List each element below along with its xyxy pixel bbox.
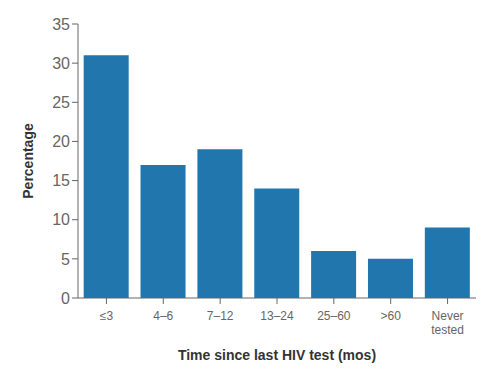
svg-text:35: 35 bbox=[52, 16, 70, 33]
svg-text:5: 5 bbox=[61, 251, 70, 268]
svg-text:Percentage: Percentage bbox=[20, 123, 36, 199]
svg-text:0: 0 bbox=[61, 290, 70, 307]
svg-text:Nevertested: Nevertested bbox=[431, 309, 464, 337]
svg-text:10: 10 bbox=[52, 211, 70, 228]
svg-text:>60: >60 bbox=[381, 309, 402, 323]
svg-text:30: 30 bbox=[52, 55, 70, 72]
svg-text:25: 25 bbox=[52, 94, 70, 111]
svg-text:20: 20 bbox=[52, 133, 70, 150]
svg-text:4–6: 4–6 bbox=[153, 309, 173, 323]
svg-text:15: 15 bbox=[52, 172, 70, 189]
svg-text:13–24: 13–24 bbox=[260, 309, 294, 323]
svg-text:7–12: 7–12 bbox=[207, 309, 234, 323]
svg-text:Time since last HIV test (mos): Time since last HIV test (mos) bbox=[178, 347, 376, 363]
svg-text:25–60: 25–60 bbox=[317, 309, 351, 323]
svg-text:≤3: ≤3 bbox=[100, 309, 114, 323]
